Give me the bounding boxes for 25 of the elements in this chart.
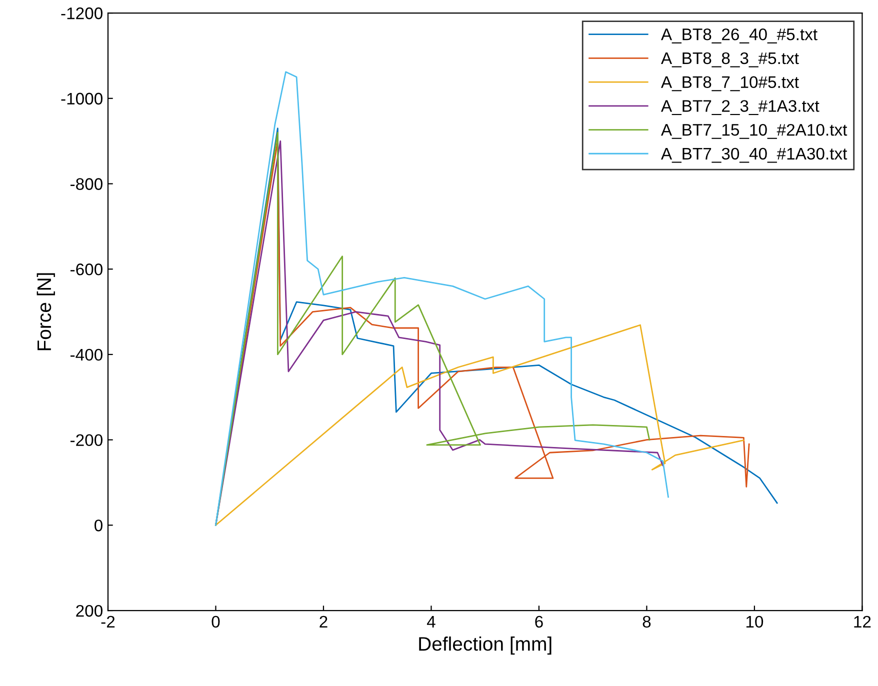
y-axis-title: Force [N] [36, 273, 55, 350]
y-tick-label: 200 [76, 604, 102, 617]
x-tick-label: 8 [642, 616, 651, 628]
y-tick-label: -800 [70, 178, 102, 190]
legend-label: A_BT7_15_10_#2A10.txt [660, 124, 848, 139]
legend-label: A_BT7_30_40_#1A30.txt [660, 148, 848, 163]
y-tick-label: -1200 [61, 7, 102, 20]
y-tick-label: -400 [70, 348, 102, 361]
line-series [215, 324, 744, 526]
x-tick-label: -2 [101, 616, 115, 628]
legend-label: A_BT8_26_40_#5.txt [660, 28, 818, 44]
y-tick-label: -1000 [61, 92, 102, 105]
y-tick-label: -200 [70, 434, 102, 446]
legend-label: A_BT7_2_3_#1A3.txt [660, 100, 820, 116]
legend-label: A_BT8_7_10#5.txt [660, 76, 799, 92]
x-tick-label: 12 [854, 616, 871, 628]
x-axis-title: Deflection [mm] [419, 636, 552, 655]
x-tick-label: 2 [320, 616, 328, 628]
x-tick-label: 6 [535, 616, 543, 628]
x-tick-label: 0 [212, 616, 220, 628]
y-tick-label: -600 [70, 264, 102, 276]
x-tick-label: 10 [746, 616, 764, 628]
x-tick-label: 4 [426, 616, 436, 628]
legend-label: A_BT8_8_3_#5.txt [660, 52, 799, 68]
y-tick-label: 0 [94, 520, 102, 532]
